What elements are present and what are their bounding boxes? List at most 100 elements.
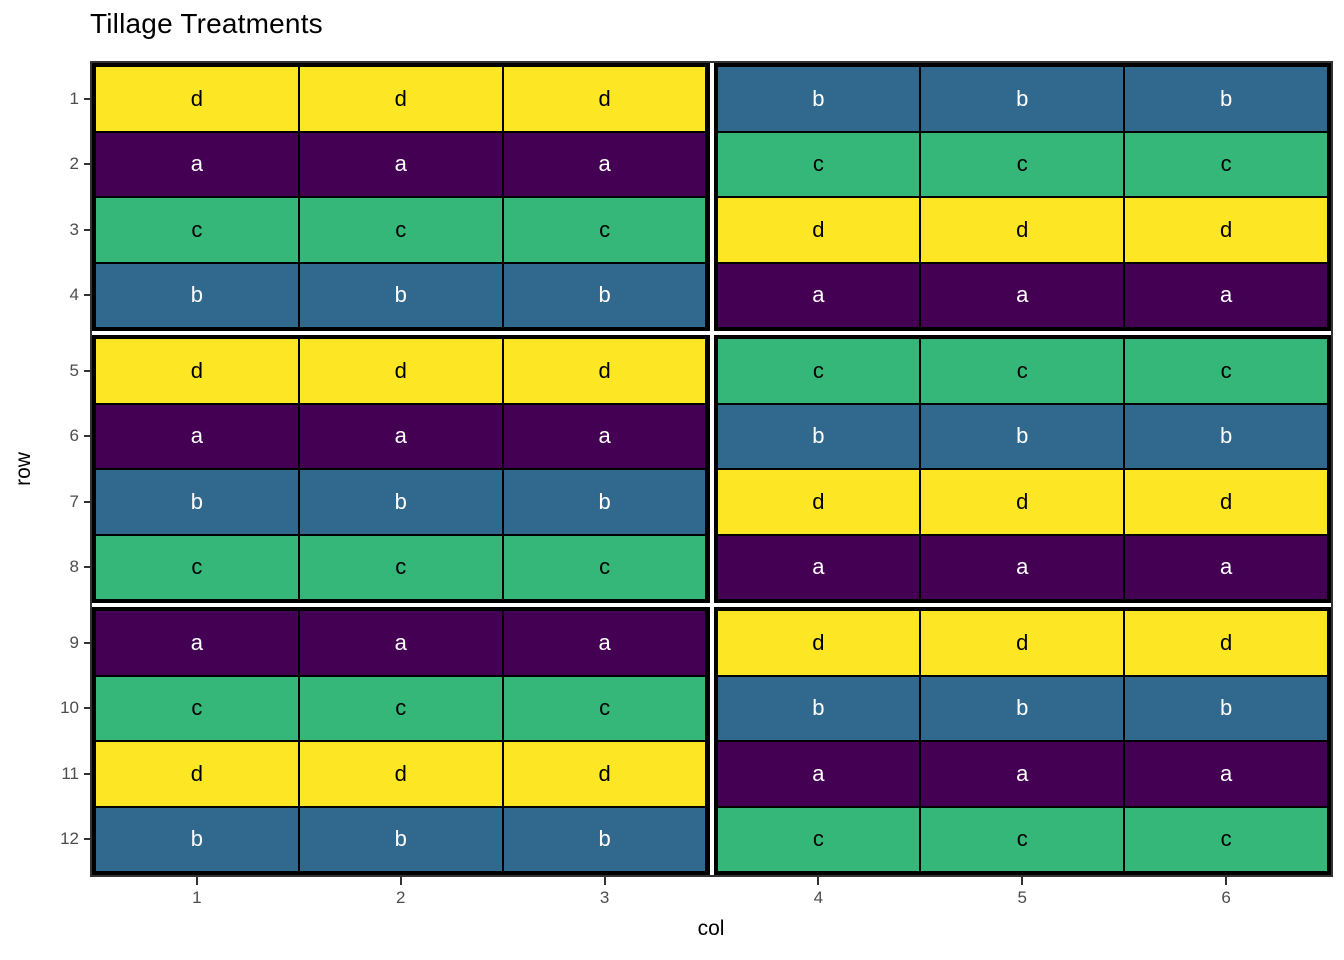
y-tick-label: 11 xyxy=(61,763,79,783)
x-tick: 3 xyxy=(503,877,707,913)
y-tick-mark xyxy=(84,707,92,710)
x-axis-title: col xyxy=(697,917,725,940)
y-tick-label: 3 xyxy=(69,219,79,239)
plot-cell: a xyxy=(95,403,299,469)
plot-cell: c xyxy=(716,338,921,404)
y-tick: 6 xyxy=(0,404,92,470)
x-tick-group: 1 2 3 xyxy=(92,877,710,913)
y-tick-label: 5 xyxy=(69,360,79,380)
plot-cell: b xyxy=(95,806,299,872)
plot-cell: b xyxy=(502,469,707,535)
plot-cell: c xyxy=(1124,806,1328,872)
plot-cell: a xyxy=(920,741,1125,807)
y-tick-label: 2 xyxy=(69,154,79,174)
y-tick: 2 xyxy=(0,132,92,198)
y-tick: 11 xyxy=(0,741,92,807)
x-axis: 1 2 3 4 5 6 xyxy=(92,877,1331,913)
plot-cell: b xyxy=(298,469,503,535)
y-tick: 7 xyxy=(0,469,92,535)
plot-cell: d xyxy=(298,741,503,807)
y-tick-group: 9 10 11 12 xyxy=(0,607,92,875)
x-tick: 2 xyxy=(299,877,503,913)
x-tick-mark xyxy=(399,877,402,885)
y-tick-mark xyxy=(84,97,92,100)
plot-cell: c xyxy=(920,806,1125,872)
y-tick-mark xyxy=(84,641,92,644)
plot-cell: c xyxy=(920,338,1125,404)
plot-cell: c xyxy=(502,197,707,263)
y-tick: 9 xyxy=(0,610,92,676)
y-tick-label: 10 xyxy=(60,698,79,718)
plot-cell: a xyxy=(298,403,503,469)
plot-cell: b xyxy=(502,262,707,328)
x-tick-mark xyxy=(817,877,820,885)
plot-cell: d xyxy=(502,741,707,807)
plot-cell: d xyxy=(502,66,707,132)
plot-cell: d xyxy=(95,741,299,807)
plot-cell: b xyxy=(920,66,1125,132)
plot-cell: a xyxy=(502,403,707,469)
plot-cell: c xyxy=(298,197,503,263)
plot-cell: c xyxy=(920,131,1125,197)
plot-cell: a xyxy=(1124,741,1328,807)
plot-cell: d xyxy=(920,197,1125,263)
plot-cell: b xyxy=(1124,66,1328,132)
y-tick-mark xyxy=(84,294,92,297)
y-tick-label: 1 xyxy=(69,88,79,108)
plot-cell: c xyxy=(95,534,299,600)
plot-cell: c xyxy=(298,675,503,741)
plot-cell: b xyxy=(298,806,503,872)
plot-cell: b xyxy=(1124,403,1328,469)
y-tick-mark xyxy=(84,228,92,231)
plot-cell: d xyxy=(1124,469,1328,535)
plot-cell: a xyxy=(716,741,921,807)
plot-cell: b xyxy=(1124,675,1328,741)
plot-cell: a xyxy=(1124,262,1328,328)
x-tick-label: 1 xyxy=(192,888,202,907)
plot-cell: b xyxy=(716,403,921,469)
plot-cell: c xyxy=(298,534,503,600)
y-tick: 1 xyxy=(0,66,92,132)
plot-cell: a xyxy=(298,610,503,676)
plot-cell: a xyxy=(95,131,299,197)
x-tick-mark xyxy=(603,877,606,885)
plot-cell: c xyxy=(502,675,707,741)
y-tick-mark xyxy=(84,435,92,438)
plot-cell: c xyxy=(502,534,707,600)
x-tick-label: 2 xyxy=(396,888,406,907)
plot-cell: b xyxy=(95,469,299,535)
x-tick-label: 5 xyxy=(1017,888,1027,907)
y-tick: 12 xyxy=(0,807,92,873)
y-tick-label: 9 xyxy=(69,632,79,652)
plot-cell: a xyxy=(920,262,1125,328)
x-tick-mark xyxy=(1021,877,1024,885)
plot-cell: d xyxy=(502,338,707,404)
plot-cell: d xyxy=(920,469,1125,535)
